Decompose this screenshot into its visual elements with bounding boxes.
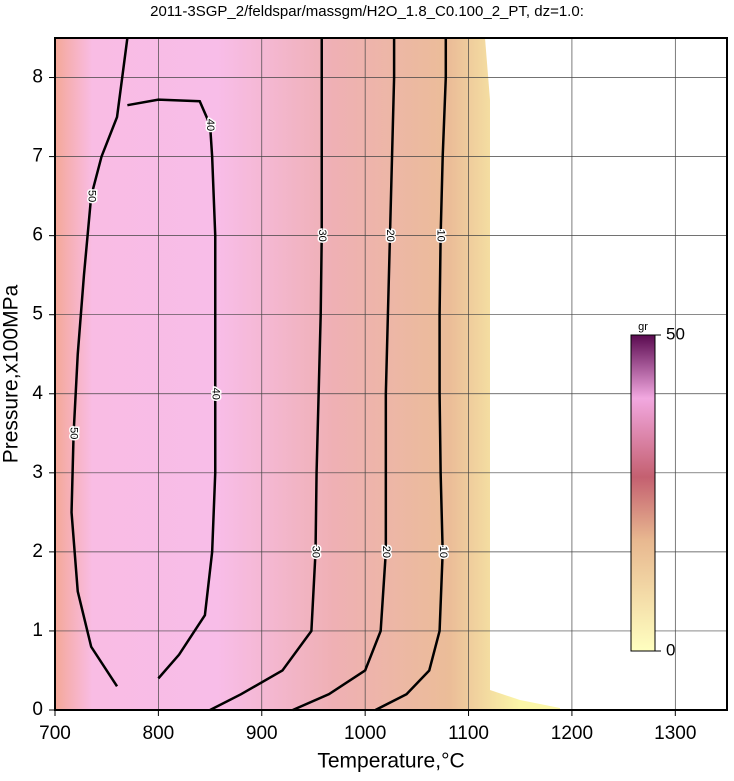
plot-frame: [54, 37, 728, 711]
contour-label: 20: [380, 546, 392, 558]
x-tick-label: 1300: [654, 723, 696, 744]
x-tick-label: 1200: [551, 723, 593, 744]
y-tick-label: 7: [32, 146, 43, 167]
x-axis-label: Temperature,°C: [317, 750, 464, 773]
y-tick-label: 1: [32, 620, 43, 641]
contour-label: 30: [310, 546, 322, 558]
x-tick-label: 1000: [344, 723, 386, 744]
contour-line: [292, 38, 396, 712]
y-tick-label: 6: [32, 225, 43, 246]
contour-label: 40: [204, 119, 216, 131]
contour-label: 50: [85, 190, 97, 202]
y-tick-label: 0: [32, 699, 43, 720]
contour-label: 30: [316, 230, 328, 242]
contour-line: [374, 38, 448, 712]
x-tick-label: 1100: [448, 723, 489, 744]
contour-line: [70, 37, 129, 687]
contour-label: 10: [437, 546, 449, 558]
colorbar-tick-label: 50: [666, 324, 685, 343]
y-tick-label: 3: [32, 462, 43, 483]
contour-label: 40: [209, 388, 221, 400]
x-tick-label: 900: [246, 723, 278, 744]
y-tick-label: 2: [32, 541, 43, 562]
field-shading: [55, 38, 560, 710]
contour-label: 50: [68, 427, 80, 439]
colorbar-tick-label: 0: [666, 640, 675, 659]
colorbar: [630, 334, 656, 652]
y-tick-label: 4: [32, 383, 43, 404]
x-tick-label: 700: [39, 723, 71, 744]
chart-title: 2011-3SGP_2/feldspar/massgm/H2O_1.8_C0.1…: [150, 3, 584, 20]
contour-label: 10: [435, 230, 447, 242]
contours: 10 10 20 20 30 30 40 40 50 50: [66, 37, 450, 712]
y-tick-label: 5: [32, 304, 43, 325]
contour-label: 20: [384, 230, 396, 242]
colorbar-label: gr: [638, 321, 648, 333]
y-tick-label: 8: [32, 67, 43, 88]
y-axis-label: Pressure,x100MPa: [0, 284, 23, 463]
contour-line: [127, 98, 217, 680]
x-tick-label: 800: [143, 723, 175, 744]
contour-line: [209, 38, 323, 712]
